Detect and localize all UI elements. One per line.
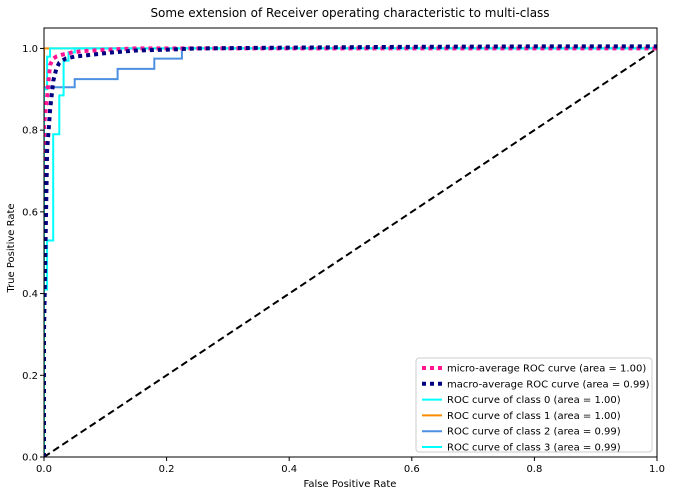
y-tick-label: 0.8 [22, 126, 38, 137]
x-tick-label: 0.0 [36, 464, 52, 475]
x-tick-label: 1.0 [649, 464, 665, 475]
y-tick-label: 1.0 [22, 44, 38, 55]
legend-label-1: macro-average ROC curve (area = 0.99) [447, 379, 650, 390]
x-tick-label: 0.4 [281, 464, 297, 475]
x-tick-label: 0.6 [404, 464, 420, 475]
axes-frame [43, 27, 658, 458]
y-tick-label: 0.2 [22, 371, 38, 382]
y-axis-label: True Positive Rate [6, 203, 17, 293]
legend-box [415, 357, 653, 453]
series-line-0 [44, 46, 657, 457]
legend-label-3: ROC curve of class 1 (area = 1.00) [447, 411, 621, 422]
chance-diagonal-line [44, 47, 657, 457]
legend-label-2: ROC curve of class 0 (area = 1.00) [447, 395, 621, 406]
y-tick-label: 0.4 [22, 289, 38, 300]
legend-label-0: micro-average ROC curve (area = 1.00) [447, 364, 646, 375]
legend-label-4: ROC curve of class 2 (area = 0.99) [447, 427, 621, 438]
y-tick-label: 0.0 [22, 453, 38, 464]
legend-label-5: ROC curve of class 3 (area = 0.99) [447, 443, 621, 454]
x-axis-label: False Positive Rate [304, 479, 397, 490]
legend: micro-average ROC curve (area = 1.00) mac… [415, 357, 653, 454]
y-tick-label: 0.6 [22, 207, 38, 218]
series-line-5 [44, 47, 657, 457]
x-tick-label: 0.8 [526, 464, 542, 475]
series-line-2 [44, 47, 657, 457]
chart-title: Some extension of Receiver operating cha… [150, 6, 549, 20]
x-tick-label: 0.2 [159, 464, 175, 475]
plot-area [44, 44, 657, 457]
